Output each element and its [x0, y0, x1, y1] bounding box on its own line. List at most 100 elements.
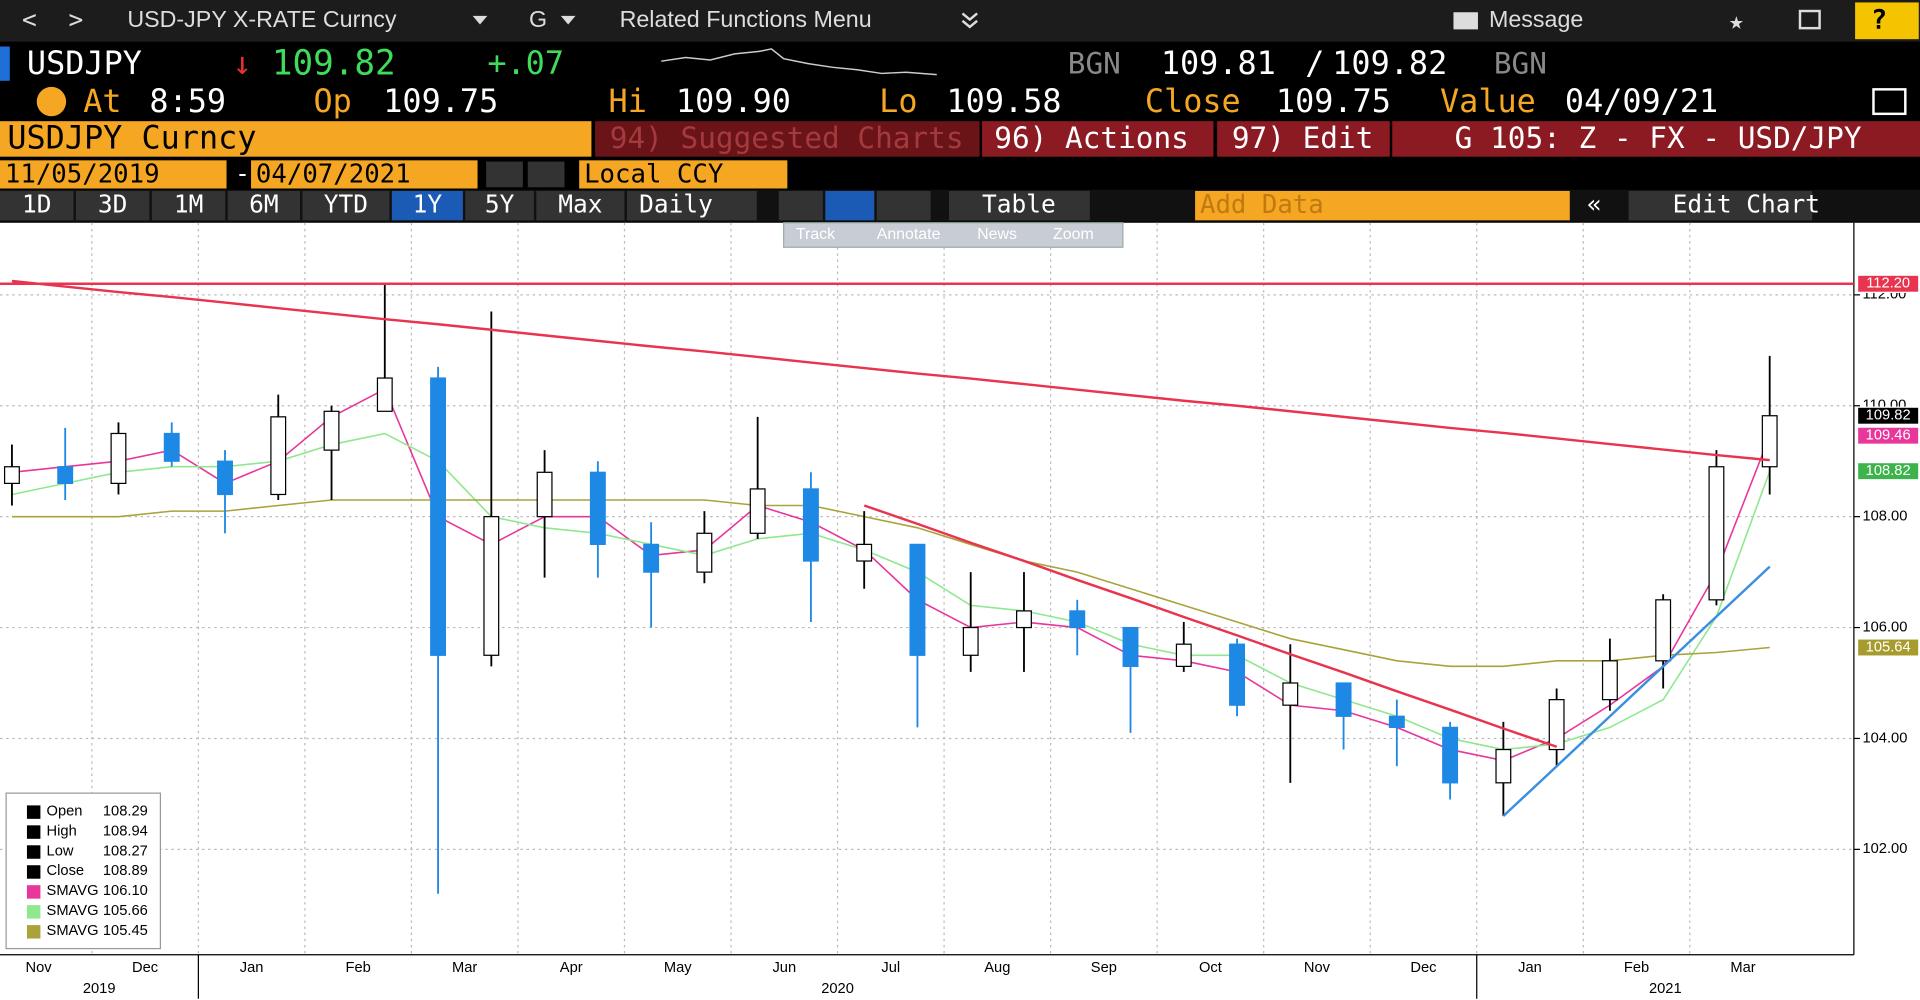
tool-button[interactable]: News	[977, 226, 1017, 243]
start-date-box[interactable]	[0, 160, 227, 189]
currency-box[interactable]	[579, 160, 788, 189]
actions-box[interactable]	[982, 121, 1214, 157]
stat-label: Value	[1440, 82, 1536, 120]
candle-body	[749, 488, 766, 534]
add-data[interactable]: Add Data	[1200, 190, 1324, 220]
candle-body	[1601, 660, 1618, 701]
moving-average	[12, 499, 1770, 668]
end-date-box[interactable]	[251, 160, 478, 189]
stat-label: Op	[313, 82, 351, 120]
period-box[interactable]	[465, 190, 534, 221]
window-icon[interactable]	[1798, 9, 1821, 30]
edit-menu[interactable]: 97) Edit	[1232, 121, 1374, 155]
end-date[interactable]: 04/07/2021	[256, 160, 411, 190]
table-box[interactable]	[948, 190, 1090, 221]
period-button[interactable]: 1Y	[413, 190, 443, 219]
legend-value: 105.45	[103, 923, 148, 939]
export-icon[interactable]	[1872, 88, 1907, 116]
price-label: 112.20	[1866, 276, 1910, 292]
stat-value: 109.75	[383, 82, 498, 120]
security-menu[interactable]: USD-JPY X-RATE Curncy	[127, 6, 397, 32]
period-box[interactable]	[75, 190, 150, 221]
candle-body	[1761, 415, 1778, 468]
security-box[interactable]	[0, 121, 592, 157]
frequency[interactable]: Daily	[639, 190, 713, 219]
candle-chart-button[interactable]	[825, 190, 875, 221]
period-box[interactable]	[227, 190, 300, 221]
message-button[interactable]: Message	[1489, 6, 1583, 32]
period-button[interactable]: Max	[558, 190, 602, 219]
moving-average	[11, 432, 1771, 751]
period-box[interactable]	[0, 190, 74, 221]
currency[interactable]: Local CCY	[584, 160, 723, 190]
security-field[interactable]: USDJPY Curncy	[7, 119, 256, 157]
x-tick-label: Jan	[240, 960, 264, 976]
period-box[interactable]	[391, 190, 463, 221]
function-menu[interactable]: G	[529, 6, 547, 32]
candle-body	[1229, 643, 1245, 706]
stat-label: At	[83, 82, 121, 120]
tool-button[interactable]: Annotate	[877, 226, 941, 243]
candle-body	[1282, 682, 1299, 706]
expand-icon	[961, 12, 978, 29]
stat-value: 109.90	[676, 82, 791, 120]
period-box[interactable]	[536, 190, 625, 221]
forward-button[interactable]: >	[69, 5, 84, 34]
favorite-icon[interactable]: ★	[1729, 6, 1744, 35]
tool-button[interactable]: Zoom	[1053, 226, 1094, 243]
period-button[interactable]: YTD	[324, 190, 368, 219]
page-title: G 105: Z - FX - USD/JPY	[1455, 121, 1862, 155]
edit-chart-box[interactable]	[1628, 190, 1813, 221]
next-button[interactable]	[527, 161, 565, 188]
candle-body	[1708, 466, 1725, 601]
legend-swatch	[26, 865, 41, 879]
suggested-box[interactable]	[595, 121, 980, 157]
candle-body	[962, 626, 979, 656]
edit-box[interactable]	[1217, 121, 1390, 157]
actions-menu[interactable]: 96) Actions	[994, 121, 1189, 155]
year-label: 2019	[83, 981, 116, 997]
candle-body	[430, 377, 447, 656]
period-button[interactable]: 6M	[249, 190, 278, 219]
period-button[interactable]: 5Y	[485, 190, 515, 219]
moving-average	[11, 388, 1771, 762]
dropdown-icon	[472, 15, 488, 25]
chart-area	[0, 222, 1920, 1000]
help-button[interactable]: ?	[1871, 4, 1887, 35]
related-menu[interactable]: Related Functions Menu	[620, 6, 872, 32]
legend-swatch	[26, 905, 41, 919]
candle-body	[1016, 610, 1032, 629]
frequency-box[interactable]	[626, 190, 757, 221]
period-button[interactable]: 1D	[22, 190, 51, 219]
y-tick-label: 106.00	[1862, 619, 1907, 635]
stat-value: 8:59	[149, 82, 226, 120]
price-change: +.07	[487, 44, 564, 82]
legend-label: SMAVG	[47, 903, 99, 919]
chart-type-menu[interactable]	[876, 190, 931, 221]
add-data-box[interactable]	[1195, 190, 1570, 221]
stats: At 8:59 Op 109.75 Hi 109.90 Lo 109.58 Close 109.7…	[83, 82, 1718, 120]
period-box[interactable]	[151, 190, 226, 221]
back-button[interactable]: <	[22, 5, 37, 34]
prev-button[interactable]	[486, 161, 523, 188]
start-date[interactable]: 11/05/2019	[5, 160, 160, 190]
candle-body	[163, 432, 180, 462]
x-tick-label: Jul	[881, 960, 900, 976]
legend-value: 106.10	[103, 883, 148, 899]
tool-button[interactable]: Track	[796, 226, 835, 243]
collapse-button[interactable]: «	[1587, 190, 1602, 219]
candle-body	[536, 471, 553, 518]
period-button[interactable]: 3D	[98, 190, 127, 219]
suggested-charts[interactable]: 94) Suggested Charts	[610, 121, 964, 155]
x-tick-label: Mar	[1730, 960, 1755, 976]
edit-chart[interactable]: Edit Chart	[1673, 190, 1820, 219]
help-box[interactable]	[1855, 2, 1919, 40]
tools: Track Annotate News Zoom	[796, 226, 1094, 243]
period-button[interactable]: 1M	[174, 190, 203, 219]
line-chart-button[interactable]	[778, 190, 823, 221]
price-label: 105.64	[1866, 639, 1911, 655]
period-box[interactable]	[302, 190, 390, 221]
range-separator: -	[235, 159, 250, 188]
table-button[interactable]: Table	[982, 190, 1056, 219]
